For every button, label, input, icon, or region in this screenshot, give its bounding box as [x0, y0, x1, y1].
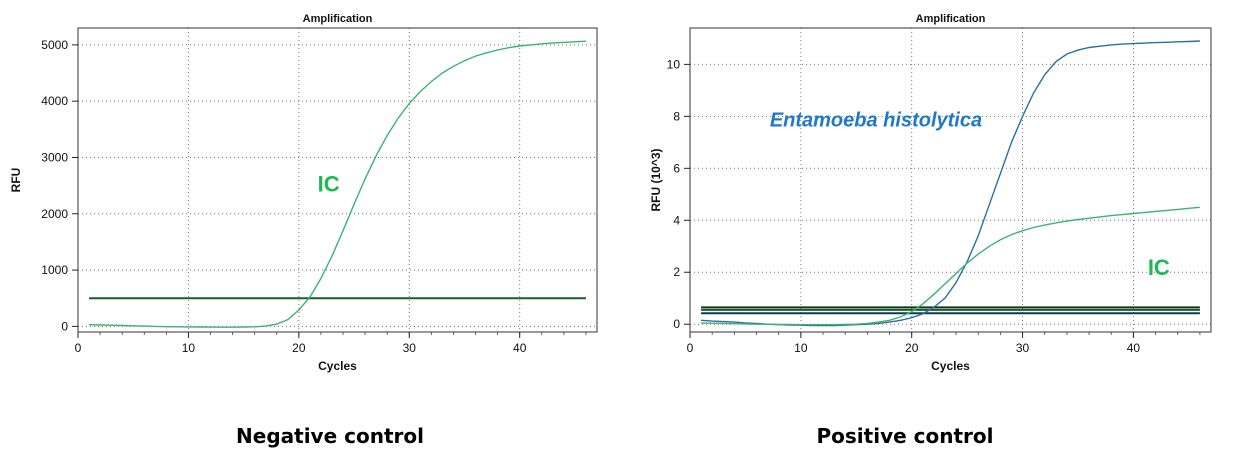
y-axis-label: RFU (10^3): [649, 148, 663, 211]
caption-positive-control: Positive control: [816, 424, 994, 448]
series-line-ic: [88, 40, 587, 328]
chart-negative-control: Amplification 0 10 20 30 40 0 1000 2000 3000 4000 5…: [9, 13, 598, 373]
x-tick-label: 10: [182, 341, 196, 355]
y-tick-label: 3000: [41, 150, 68, 164]
x-tick-label: 10: [794, 341, 808, 355]
annotation-entamoeba-histolytica: Entamoeba histolytica: [770, 110, 982, 132]
chart-positive-control: Amplification 0 10 20 30 40 0 2 4 6 8 10 Cycles RFU (…: [649, 13, 1212, 373]
series-line-ic: [701, 206, 1200, 326]
x-tick-label: 0: [687, 341, 694, 355]
y-tick-label: 10: [667, 57, 681, 71]
y-axis-label: RFU: [9, 168, 23, 193]
annotation-ic: IC: [318, 171, 340, 196]
x-axis-label: Cycles: [318, 359, 357, 373]
y-tick-label: 2: [673, 265, 680, 279]
plot-area: [690, 28, 1211, 332]
y-tick-label: 2000: [41, 207, 68, 221]
x-tick-label: 20: [292, 341, 306, 355]
plot-frame: [77, 27, 598, 333]
x-axis-label: Cycles: [931, 359, 970, 373]
y-tick-label: 4000: [41, 94, 68, 108]
y-tick-label: 1000: [41, 263, 68, 277]
annotation-ic: IC: [1148, 255, 1170, 280]
caption-negative-control: Negative control: [236, 424, 424, 448]
y-tick-label: 0: [61, 319, 68, 333]
y-tick-label: 8: [673, 109, 680, 123]
x-tick-label: 40: [513, 341, 527, 355]
x-tick-label: 0: [75, 341, 82, 355]
y-tick-label: 5000: [41, 38, 68, 52]
x-tick-label: 40: [1127, 341, 1141, 355]
x-tick-label: 30: [1016, 341, 1030, 355]
chart-title: Amplification: [303, 13, 373, 25]
x-tick-label: 30: [403, 341, 417, 355]
chart-title: Amplification: [916, 13, 986, 25]
plot-area: [78, 28, 597, 332]
plot-frame: [689, 27, 1212, 333]
y-tick-label: 4: [673, 213, 680, 227]
x-tick-label: 20: [905, 341, 919, 355]
y-tick-label: 0: [673, 317, 680, 331]
y-tick-label: 6: [673, 161, 680, 175]
